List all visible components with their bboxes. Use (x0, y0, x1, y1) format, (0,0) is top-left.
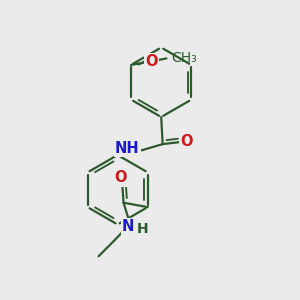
Text: O: O (114, 170, 127, 185)
Text: CH₃: CH₃ (171, 51, 196, 65)
Text: N: N (122, 219, 134, 234)
Text: O: O (145, 54, 158, 69)
Text: O: O (180, 134, 193, 149)
Text: NH: NH (115, 141, 140, 156)
Text: H: H (137, 222, 149, 236)
